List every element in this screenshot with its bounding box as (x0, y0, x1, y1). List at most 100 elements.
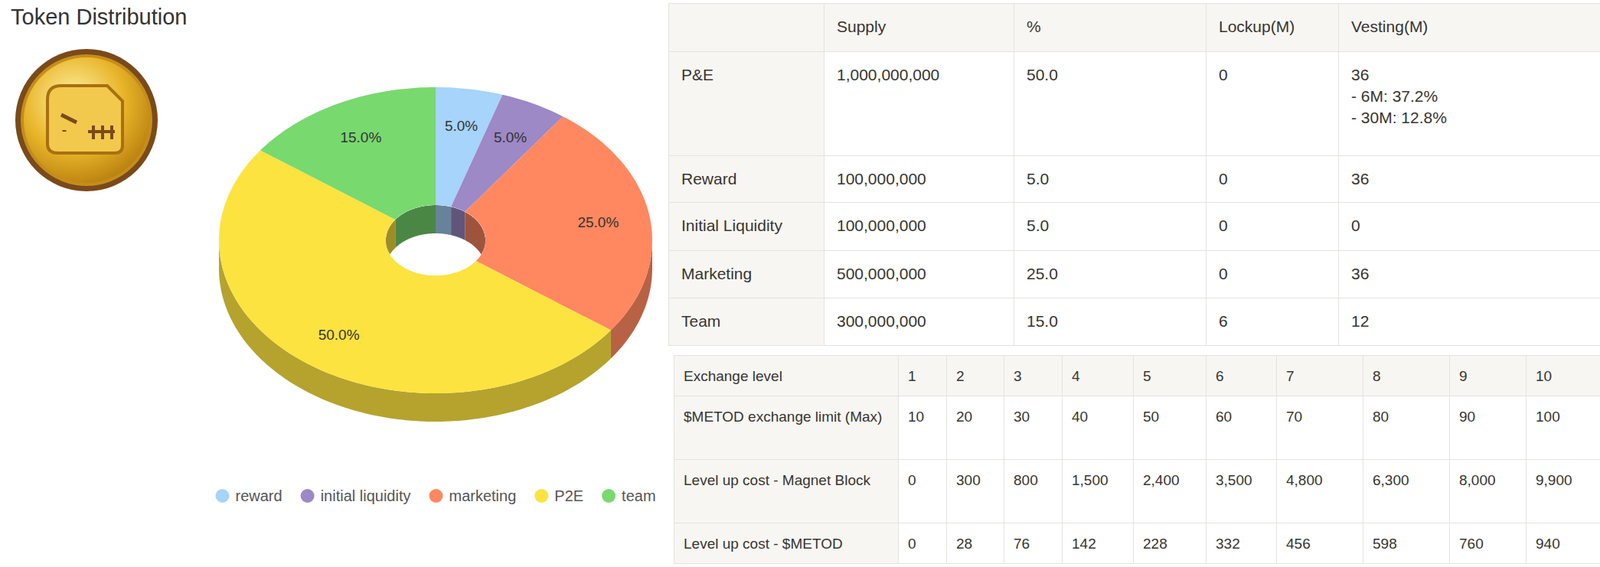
table-cell: 5.0 (1014, 156, 1207, 203)
table-cell: 30 (1004, 396, 1063, 461)
table-row: Exchange level12345678910 (674, 355, 1600, 397)
table-cell: 40 (1062, 396, 1134, 461)
table-cell: 1 (898, 355, 947, 397)
slice (260, 87, 436, 220)
cell-line: - 6M: 37.2% (1351, 85, 1588, 108)
cell-line: 36 (1351, 168, 1588, 190)
table-cell: 5.0 (1014, 202, 1207, 252)
table-cell: Marketing (669, 251, 825, 299)
table-cell: 142 (1062, 523, 1134, 565)
inner-walls (385, 205, 486, 269)
table-cell: 100,000,000 (824, 202, 1015, 252)
legend-item: reward (215, 487, 283, 505)
table-row: Reward100,000,0005.0036 (669, 156, 1600, 203)
table-cell: 100 (1526, 396, 1600, 461)
table-cell: Level up cost - Magnet Block (674, 460, 899, 524)
legend-swatch (300, 489, 315, 503)
table-cell: 1,000,000,000 (824, 52, 1015, 157)
table-cell: 5 (1133, 355, 1207, 397)
table-row: Initial Liquidity100,000,0005.000 (669, 202, 1600, 252)
table-cell: 800 (1004, 460, 1063, 524)
table-row: Marketing500,000,00025.0036 (669, 251, 1600, 299)
table-cell (669, 3, 825, 53)
table-cell: 332 (1206, 523, 1277, 565)
table-cell: 0 (1338, 202, 1600, 252)
legend-label: team (621, 487, 656, 505)
table-cell: 50 (1133, 396, 1207, 461)
table-cell: 0 (1206, 156, 1339, 203)
table-cell: 36 (1338, 156, 1600, 203)
legend-label: initial liquidity (320, 487, 412, 505)
data-label: 15.0% (339, 129, 382, 146)
table-cell: $METOD exchange limit (Max) (674, 396, 899, 461)
table-cell: 6,300 (1363, 460, 1450, 524)
slice-inner-side (395, 205, 436, 249)
cell-line: 12 (1351, 310, 1588, 333)
coin-icon (15, 48, 158, 192)
table-row: Level up cost - $METOD028761422283324565… (674, 523, 1600, 565)
legend-label: reward (235, 487, 283, 505)
table-cell: % (1014, 3, 1207, 53)
table-cell: 60 (1206, 396, 1277, 461)
table-cell: 0 (1206, 52, 1339, 157)
table-cell: Lockup(M) (1206, 3, 1339, 53)
table-cell: 6 (1206, 298, 1339, 347)
slice-inner-side (435, 205, 451, 236)
cell-line: 36 (1351, 263, 1588, 285)
legend-item: marketing (428, 487, 516, 505)
table-cell: 0 (898, 460, 947, 524)
table-cell: 9 (1449, 355, 1527, 397)
data-label: 5.0% (493, 129, 527, 146)
table-cell: 456 (1276, 523, 1364, 565)
table-cell: 760 (1449, 523, 1527, 565)
legend-item: team (601, 487, 656, 505)
legend: rewardinitial liquiditymarketingP2Eteam (215, 487, 657, 505)
data-label: 5.0% (444, 117, 478, 134)
slice-inner-side (385, 219, 396, 269)
table-row: Level up cost - Magnet Block03008001,500… (674, 460, 1600, 524)
legend-label: marketing (448, 487, 516, 505)
table-cell: 1,500 (1062, 460, 1134, 524)
table-cell: Level up cost - $METOD (674, 523, 899, 565)
table-cell: 3,500 (1206, 460, 1277, 524)
table-cell: 940 (1526, 523, 1600, 565)
table-cell: 50.0 (1014, 52, 1207, 157)
table-cell: 80 (1363, 396, 1450, 461)
table-cell: 300,000,000 (824, 298, 1015, 347)
table-header: Supply%Lockup(M)Vesting(M) (669, 3, 1600, 53)
table-cell: 3 (1004, 355, 1063, 397)
table-cell: 8 (1363, 355, 1450, 397)
table-cell: 9,900 (1526, 460, 1600, 524)
slices (218, 87, 653, 394)
legend-swatch (215, 489, 230, 503)
table-cell: Reward (669, 156, 825, 203)
cell-line: 0 (1351, 215, 1588, 237)
legend-item: initial liquidity (300, 487, 412, 505)
table-cell: 6 (1206, 355, 1277, 397)
table: Exchange level12345678910$METOD exchange… (673, 355, 1600, 565)
data-label: 25.0% (577, 214, 619, 231)
table-cell: 598 (1363, 523, 1450, 565)
table-cell: P&E (669, 52, 825, 157)
table-cell: 76 (1004, 523, 1063, 565)
table-cell: 36 (1338, 251, 1600, 299)
table-cell: Supply (824, 3, 1015, 53)
legend-swatch (428, 489, 443, 503)
legend-swatch (601, 489, 616, 503)
cell-line: - 30M: 12.8% (1351, 107, 1588, 129)
table-cell: 10 (898, 396, 947, 461)
table-cell: 0 (1206, 251, 1339, 299)
table-cell: 15.0 (1014, 298, 1207, 347)
cell-line: 36 (1351, 64, 1588, 86)
data-label: 50.0% (318, 326, 360, 343)
table-cell: Vesting(M) (1338, 3, 1600, 53)
table-cell: 8,000 (1449, 460, 1527, 524)
table-cell: Exchange level (674, 355, 899, 397)
table-cell: 228 (1133, 523, 1207, 565)
table-cell: 2,400 (1133, 460, 1207, 524)
table-cell: 2 (946, 355, 1005, 397)
slice-inner-side (464, 212, 486, 269)
table-cell: 4 (1062, 355, 1134, 397)
table-cell: 500,000,000 (824, 251, 1015, 299)
table-cell: 90 (1449, 396, 1527, 461)
